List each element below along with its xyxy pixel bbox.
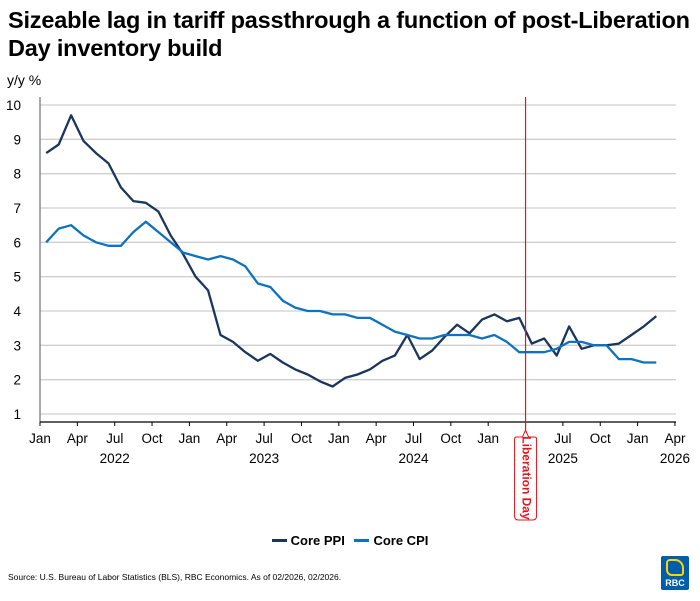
series-lines <box>45 114 658 388</box>
x-tick-label: Oct <box>142 431 163 446</box>
x-tick-label: Oct <box>291 431 312 446</box>
y-tick-label: 1 <box>13 407 21 422</box>
y-tick-label: 6 <box>13 235 21 250</box>
legend: Core PPI Core CPI <box>0 530 700 548</box>
y-tick-label: 2 <box>13 373 21 388</box>
x-tick-label: Jan <box>179 431 201 446</box>
y-axis-unit-label: y/y % <box>7 72 42 88</box>
series-line-core-cpi <box>45 220 657 364</box>
legend-label-core-ppi: Core PPI <box>290 533 345 548</box>
x-tick-label: Jan <box>29 431 51 446</box>
y-tick-label: 4 <box>13 304 21 319</box>
x-year-label: 2022 <box>100 451 130 466</box>
gridlines <box>40 104 676 415</box>
x-tick-label: Oct <box>440 431 461 446</box>
x-tick-label: Apr <box>67 431 89 446</box>
x-tick-label: Jan <box>627 431 649 446</box>
x-tick-labels: Jan Apr Jul Oct Jan Apr Jul Oct Jan Apr Jul Oct Jan J… <box>29 431 690 466</box>
liberation-day-callout <box>514 428 538 521</box>
y-tick-label: 10 <box>6 98 21 113</box>
x-tick-label: Jan <box>477 431 499 446</box>
y-tick-label: 9 <box>13 132 21 147</box>
legend-swatch-core-ppi <box>271 539 287 542</box>
x-tick-label: Jul <box>405 431 422 446</box>
x-tick-label: Apr <box>664 431 686 446</box>
x-tick-label: Jul <box>255 431 272 446</box>
x-tick-label: Apr <box>216 431 238 446</box>
x-tick-label: Apr <box>366 431 388 446</box>
legend-swatch-core-cpi <box>354 539 370 542</box>
x-year-label: 2026 <box>660 451 690 466</box>
x-tick-label: Oct <box>590 431 611 446</box>
axes <box>39 97 676 426</box>
y-tick-label: 8 <box>13 167 21 182</box>
chart-title: Sizeable lag in tariff passthrough a fun… <box>8 7 690 61</box>
x-year-label: 2023 <box>249 451 279 466</box>
y-tick-labels: 1 2 3 4 5 6 7 8 9 10 <box>6 98 22 422</box>
rbc-logo: RBC <box>661 556 689 590</box>
series-line-core-ppi <box>45 114 658 388</box>
annotations: Liberation Day <box>514 97 538 521</box>
y-tick-label: 5 <box>13 270 21 285</box>
legend-item-core-ppi: Core PPI <box>271 533 345 548</box>
x-tick-label: Jul <box>106 431 123 446</box>
legend-item-core-cpi: Core CPI <box>354 533 428 548</box>
x-tick-label: Jul <box>554 431 571 446</box>
y-tick-label: 7 <box>13 201 21 216</box>
x-year-label: 2025 <box>548 451 578 466</box>
y-tick-label: 3 <box>13 338 21 353</box>
liberation-day-label: Liberation Day <box>519 436 533 520</box>
legend-label-core-cpi: Core CPI <box>373 533 429 548</box>
logo-text: RBC <box>665 578 685 588</box>
source-note: Source: U.S. Bureau of Labor Statistics … <box>8 572 342 582</box>
x-year-label: 2024 <box>398 451 429 466</box>
lion-icon <box>666 559 684 576</box>
x-tick-label: Jan <box>328 431 350 446</box>
